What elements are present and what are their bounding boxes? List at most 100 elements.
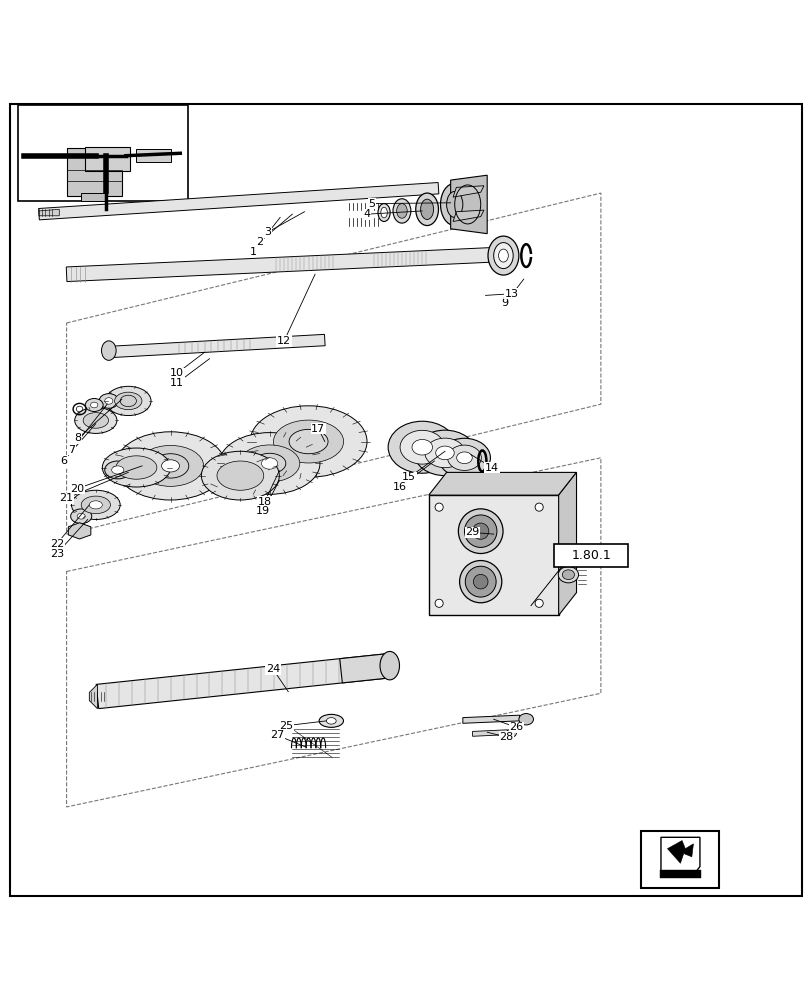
Polygon shape [428,495,558,615]
Ellipse shape [289,429,328,454]
FancyBboxPatch shape [10,104,801,896]
Text: 4: 4 [363,209,370,219]
Ellipse shape [250,406,367,477]
Text: 6: 6 [60,456,67,466]
Ellipse shape [459,561,501,603]
Ellipse shape [420,199,433,219]
Polygon shape [660,837,699,873]
Ellipse shape [71,490,120,519]
Polygon shape [39,183,438,220]
Ellipse shape [400,430,444,464]
Ellipse shape [411,439,432,455]
Text: 8: 8 [75,433,81,443]
Ellipse shape [435,599,443,607]
Polygon shape [453,210,483,221]
Ellipse shape [506,729,516,737]
FancyBboxPatch shape [67,148,122,196]
FancyBboxPatch shape [18,105,188,201]
Text: 3: 3 [264,227,271,237]
Ellipse shape [319,714,343,727]
Polygon shape [89,684,97,709]
Ellipse shape [219,433,320,494]
Ellipse shape [464,515,496,547]
Text: 22: 22 [49,539,64,549]
Text: 29: 29 [465,527,479,537]
Polygon shape [68,523,91,539]
Text: 17: 17 [311,424,325,434]
Ellipse shape [424,438,465,468]
Ellipse shape [561,570,573,580]
Ellipse shape [493,243,513,269]
Polygon shape [453,186,483,197]
Polygon shape [105,334,324,358]
Text: 21: 21 [59,493,74,503]
Ellipse shape [273,420,343,463]
Ellipse shape [91,402,97,408]
Ellipse shape [534,599,543,607]
Ellipse shape [105,461,131,479]
Ellipse shape [487,236,518,275]
Text: 2: 2 [256,237,263,247]
Polygon shape [558,472,576,615]
Ellipse shape [447,445,481,470]
Text: 12: 12 [277,336,291,346]
Ellipse shape [99,394,118,408]
Polygon shape [96,654,391,709]
Text: 11: 11 [169,378,184,388]
Ellipse shape [472,523,488,539]
Ellipse shape [473,574,487,589]
FancyBboxPatch shape [81,193,107,201]
Ellipse shape [239,445,299,482]
Ellipse shape [498,249,508,262]
Polygon shape [472,730,507,736]
Ellipse shape [115,432,225,500]
Ellipse shape [83,413,109,428]
Polygon shape [450,175,487,234]
Ellipse shape [326,718,336,724]
FancyBboxPatch shape [641,831,719,888]
Ellipse shape [414,430,475,476]
Ellipse shape [71,509,92,524]
Ellipse shape [518,714,533,725]
Ellipse shape [380,651,399,680]
Ellipse shape [465,566,496,597]
Ellipse shape [75,407,117,433]
Text: 23: 23 [49,549,64,559]
Ellipse shape [393,199,410,223]
Ellipse shape [120,395,136,407]
Text: 1: 1 [250,247,256,257]
Ellipse shape [458,509,503,554]
Ellipse shape [415,193,438,226]
Ellipse shape [388,421,456,473]
Text: 10: 10 [169,368,184,378]
Text: 7: 7 [68,445,75,455]
Text: 27: 27 [270,730,285,740]
Polygon shape [667,841,693,863]
Ellipse shape [396,204,406,218]
Polygon shape [462,715,519,723]
Ellipse shape [152,454,188,478]
Ellipse shape [534,503,543,511]
Ellipse shape [77,513,85,519]
Text: 28: 28 [499,732,513,742]
Ellipse shape [116,456,157,479]
Text: 1.80.1: 1.80.1 [571,549,610,562]
Ellipse shape [377,204,389,221]
Ellipse shape [114,392,142,410]
Ellipse shape [217,461,264,490]
FancyBboxPatch shape [85,147,130,171]
Text: 18: 18 [257,497,272,507]
Ellipse shape [102,448,170,487]
Text: 5: 5 [368,199,375,209]
Text: 25: 25 [278,721,293,731]
Ellipse shape [201,451,279,500]
FancyBboxPatch shape [136,149,170,162]
Text: 16: 16 [392,482,406,492]
Polygon shape [39,209,59,216]
Ellipse shape [105,398,113,404]
Ellipse shape [161,460,179,472]
Text: 20: 20 [70,484,84,494]
Ellipse shape [85,398,103,411]
Ellipse shape [557,567,577,583]
Ellipse shape [380,207,387,218]
